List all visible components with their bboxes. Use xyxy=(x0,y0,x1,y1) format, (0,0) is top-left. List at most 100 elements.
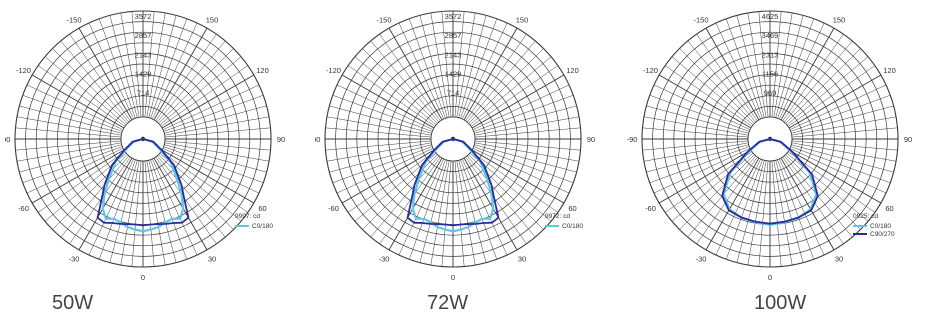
polar-chart: 3572 2857 2143 1429 714 150 120 90 60 30 0 -30 -60 -9… xyxy=(5,10,285,282)
grid-spoke xyxy=(163,146,264,184)
angle-label: 150 xyxy=(206,15,219,24)
grid-spoke xyxy=(370,155,440,238)
grid-spoke xyxy=(164,105,267,134)
grid-spoke xyxy=(468,48,544,124)
grid-spoke xyxy=(31,149,125,204)
grid-spoke xyxy=(679,48,755,124)
grid-spoke xyxy=(146,160,166,266)
grid-spoke xyxy=(758,11,769,118)
ring-label: 2857 xyxy=(445,31,462,40)
series-group xyxy=(406,137,500,233)
series-line xyxy=(411,137,495,233)
angle-label: 60 xyxy=(885,204,893,213)
grid-spoke xyxy=(38,65,126,127)
grid-spoke xyxy=(159,56,242,126)
angle-label: -30 xyxy=(379,255,390,264)
grid-spoke xyxy=(78,157,133,251)
ring-label: 4625 xyxy=(762,12,779,21)
angle-label: 120 xyxy=(256,66,269,75)
grid-spoke xyxy=(471,74,565,129)
grid-spoke xyxy=(696,34,758,122)
grid-spoke xyxy=(747,12,767,118)
grid-spoke xyxy=(789,148,887,194)
angle-label: 30 xyxy=(518,255,526,264)
grid-spoke xyxy=(736,160,765,263)
grid-spoke xyxy=(786,56,869,126)
grid-spoke xyxy=(60,40,130,123)
legend-item: C0/180 xyxy=(870,223,891,230)
grid-spoke xyxy=(791,140,898,151)
grid-spoke xyxy=(15,127,122,138)
grid-spoke xyxy=(463,27,518,121)
series-line xyxy=(96,138,190,227)
ring-label: 3572 xyxy=(135,12,152,21)
angle-label: 60 xyxy=(258,204,266,213)
ring-label: 2857 xyxy=(135,31,152,40)
grid-spoke xyxy=(787,65,875,127)
grid-spoke xyxy=(164,127,271,138)
grid-spoke xyxy=(474,142,580,162)
ring-labels: 3572 2857 2143 1429 714 xyxy=(445,12,462,98)
grid-spoke xyxy=(783,40,853,123)
grid-spoke xyxy=(687,40,757,123)
ring-labels: 4625 3469 2313 1156 969 xyxy=(762,12,779,98)
polar-grid xyxy=(324,10,582,268)
grid-spoke xyxy=(642,140,749,151)
grid-spoke xyxy=(771,160,782,267)
grid-spoke xyxy=(777,159,815,260)
grid-spoke xyxy=(152,22,198,120)
angle-label: -60 xyxy=(328,204,339,213)
grid-spoke xyxy=(777,18,815,119)
ring-label: 3469 xyxy=(762,31,779,40)
angle-label: -120 xyxy=(16,66,31,75)
series-group xyxy=(96,137,190,233)
series-group xyxy=(721,137,819,226)
grid-spoke xyxy=(153,157,208,251)
grid-spoke xyxy=(786,152,869,222)
grid-spoke xyxy=(454,11,465,118)
angle-label: 0 xyxy=(141,273,145,282)
grid-spoke xyxy=(144,160,155,267)
angle-label: 150 xyxy=(833,15,846,24)
grid-spoke xyxy=(658,74,752,129)
grid-spoke xyxy=(642,127,749,138)
grid-spoke xyxy=(52,48,128,124)
grid-spoke xyxy=(671,56,754,126)
grid-spoke xyxy=(782,34,844,122)
angle-label: -150 xyxy=(66,15,81,24)
grid-spoke xyxy=(16,142,122,162)
grid-spoke xyxy=(456,12,476,118)
grid-spoke xyxy=(785,154,861,230)
grid-spoke xyxy=(131,160,142,267)
grid-spoke xyxy=(789,84,887,130)
grid-spoke xyxy=(164,140,271,151)
grid-spoke xyxy=(788,149,882,204)
grid-spoke xyxy=(646,144,749,173)
grid-spoke xyxy=(791,105,894,134)
grid-spoke xyxy=(468,154,544,230)
grid-spoke xyxy=(109,160,138,263)
grid-spoke xyxy=(469,56,552,126)
grid-spoke xyxy=(379,34,441,122)
grid-spoke xyxy=(362,48,438,124)
grid-spoke xyxy=(19,144,122,173)
angle-label: -60 xyxy=(645,204,656,213)
grid-spoke xyxy=(791,144,894,173)
grid-spoke xyxy=(785,48,861,124)
angle-label: 120 xyxy=(883,66,896,75)
grid-spoke xyxy=(773,160,793,266)
grid-spoke xyxy=(460,159,498,260)
grid-spoke xyxy=(26,148,124,194)
polar-chart-panel: 3572 2857 2143 1429 714 150 120 90 60 30 0 -30 -60 -9… xyxy=(315,0,615,324)
grid-spoke xyxy=(665,151,753,213)
chart-caption: 50W xyxy=(52,292,94,314)
grid-spoke xyxy=(725,159,763,260)
grid-spoke xyxy=(22,146,123,184)
grid-spoke xyxy=(736,15,765,118)
ring-labels: 3572 2857 2143 1429 714 xyxy=(135,12,152,98)
polar-chart: 4625 3469 2313 1156 969 150 120 90 60 30 0 -30 -60 -9… xyxy=(627,10,912,282)
grid-spoke xyxy=(354,56,437,126)
grid-spoke xyxy=(161,149,255,204)
